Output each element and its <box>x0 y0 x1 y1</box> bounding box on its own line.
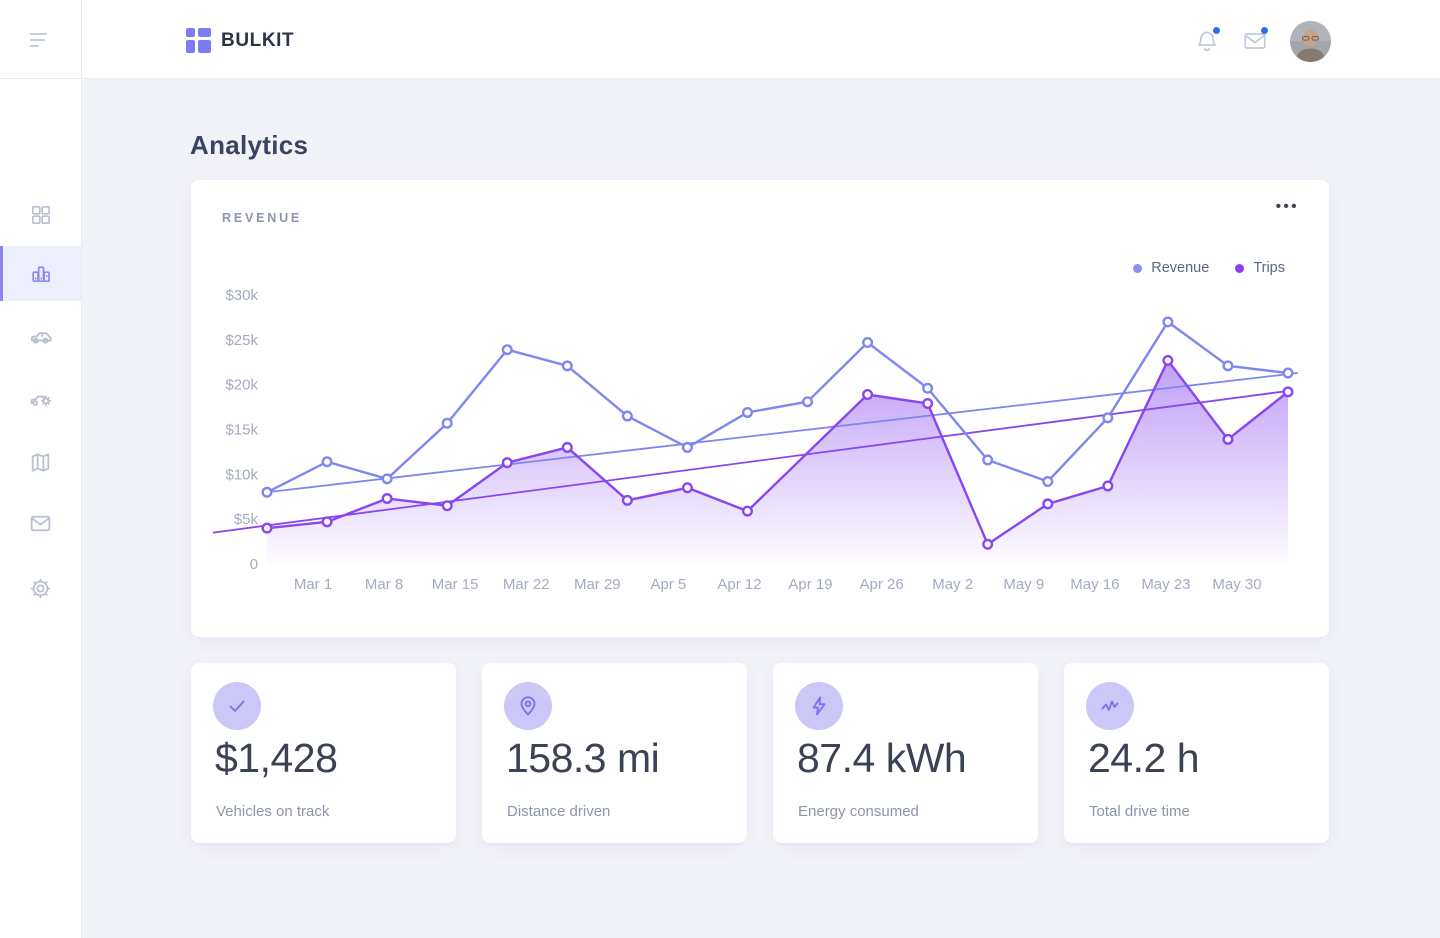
svg-text:Mar 8: Mar 8 <box>365 576 403 593</box>
map-pin-icon <box>520 696 536 716</box>
user-avatar[interactable] <box>1290 21 1331 62</box>
legend-label: Trips <box>1253 260 1285 276</box>
stat-card-vehicles: $1,428 Vehicles on track <box>191 663 456 843</box>
bar-chart-icon <box>31 265 50 282</box>
check-icon <box>229 700 245 712</box>
bulkit-logo-icon <box>186 28 211 53</box>
legend-label: Revenue <box>1151 260 1210 276</box>
svg-text:May 16: May 16 <box>1070 576 1119 593</box>
svg-text:Mar 15: Mar 15 <box>432 576 479 593</box>
svg-text:$20k: $20k <box>225 377 258 394</box>
svg-text:Apr 26: Apr 26 <box>860 576 904 593</box>
notifications-button[interactable] <box>1194 27 1220 54</box>
stat-label: Energy consumed <box>798 803 919 820</box>
sidebar-item-messages[interactable] <box>0 496 81 551</box>
stat-value: 87.4 kWh <box>797 735 967 781</box>
lightning-bolt-icon <box>812 696 826 716</box>
notification-dot <box>1261 27 1268 34</box>
svg-text:$25k: $25k <box>225 332 258 349</box>
car-service-icon <box>30 394 51 406</box>
page-title: Analytics <box>190 130 309 160</box>
svg-text:May 30: May 30 <box>1212 576 1261 593</box>
svg-text:$30k: $30k <box>225 287 258 304</box>
sidebar-nav <box>0 79 81 938</box>
stat-card-drive-time: 24.2 h Total drive time <box>1064 663 1329 843</box>
svg-text:$15k: $15k <box>225 422 258 439</box>
stat-value: 24.2 h <box>1088 735 1200 781</box>
stat-value: $1,428 <box>215 735 338 781</box>
sidebar-item-settings[interactable] <box>0 561 81 616</box>
map-icon <box>31 453 50 472</box>
sidebar-item-vehicles[interactable] <box>0 308 81 363</box>
stat-value: 158.3 mi <box>506 735 660 781</box>
messages-button[interactable] <box>1242 27 1268 54</box>
stat-label: Distance driven <box>507 803 611 820</box>
sidebar-divider <box>81 0 82 938</box>
card-title: REVENUE <box>222 211 303 225</box>
svg-text:May 2: May 2 <box>932 576 973 593</box>
sidebar-item-maintenance[interactable] <box>0 371 81 426</box>
top-header: BULKIT <box>0 0 1440 79</box>
settings-gear-icon <box>30 578 51 599</box>
brand-name: BULKIT <box>221 29 295 51</box>
sidebar-item-dashboard[interactable] <box>0 187 81 242</box>
stat-card-energy: 87.4 kWh Energy consumed <box>773 663 1038 843</box>
svg-text:May 23: May 23 <box>1141 576 1190 593</box>
stat-label: Total drive time <box>1089 803 1190 820</box>
stat-card-distance: 158.3 mi Distance driven <box>482 663 747 843</box>
mail-icon <box>1244 33 1266 49</box>
legend-dot-revenue <box>1133 263 1143 273</box>
car-icon <box>30 331 52 344</box>
legend-item-revenue[interactable]: Revenue <box>1133 260 1209 276</box>
svg-text:0: 0 <box>250 556 258 573</box>
mail-icon <box>30 515 51 532</box>
dashboard-grid-icon <box>31 205 50 224</box>
hamburger-menu-icon[interactable] <box>30 33 52 49</box>
revenue-trips-line-chart[interactable]: $30k $25k $20k $15k $10k $5k 0 Mar 1 Mar 8 Mar 15… <box>191 180 1329 637</box>
svg-text:Apr 12: Apr 12 <box>717 576 761 593</box>
revenue-chart-card: REVENUE ••• Revenue Trips $30k $25k $20k $1… <box>191 180 1329 637</box>
stat-label: Vehicles on track <box>216 803 330 820</box>
legend-dot-trips <box>1235 263 1245 273</box>
svg-text:Mar 22: Mar 22 <box>503 576 550 593</box>
svg-text:Apr 5: Apr 5 <box>650 576 686 593</box>
svg-text:May 9: May 9 <box>1003 576 1044 593</box>
bell-icon <box>1198 31 1216 52</box>
svg-text:Mar 29: Mar 29 <box>574 576 621 593</box>
svg-text:Apr 19: Apr 19 <box>788 576 832 593</box>
sidebar-item-map[interactable] <box>0 435 81 490</box>
legend-item-trips[interactable]: Trips <box>1235 260 1285 276</box>
notification-dot <box>1213 27 1220 34</box>
svg-text:$5k: $5k <box>234 511 259 528</box>
svg-text:Mar 1: Mar 1 <box>294 576 332 593</box>
activity-icon <box>1101 700 1119 711</box>
card-menu-button[interactable]: ••• <box>1275 198 1299 215</box>
chart-legend: Revenue Trips <box>1133 260 1285 276</box>
svg-text:$10k: $10k <box>225 466 258 483</box>
brand-logo[interactable]: BULKIT <box>186 28 294 53</box>
sidebar-item-analytics[interactable] <box>0 246 81 301</box>
